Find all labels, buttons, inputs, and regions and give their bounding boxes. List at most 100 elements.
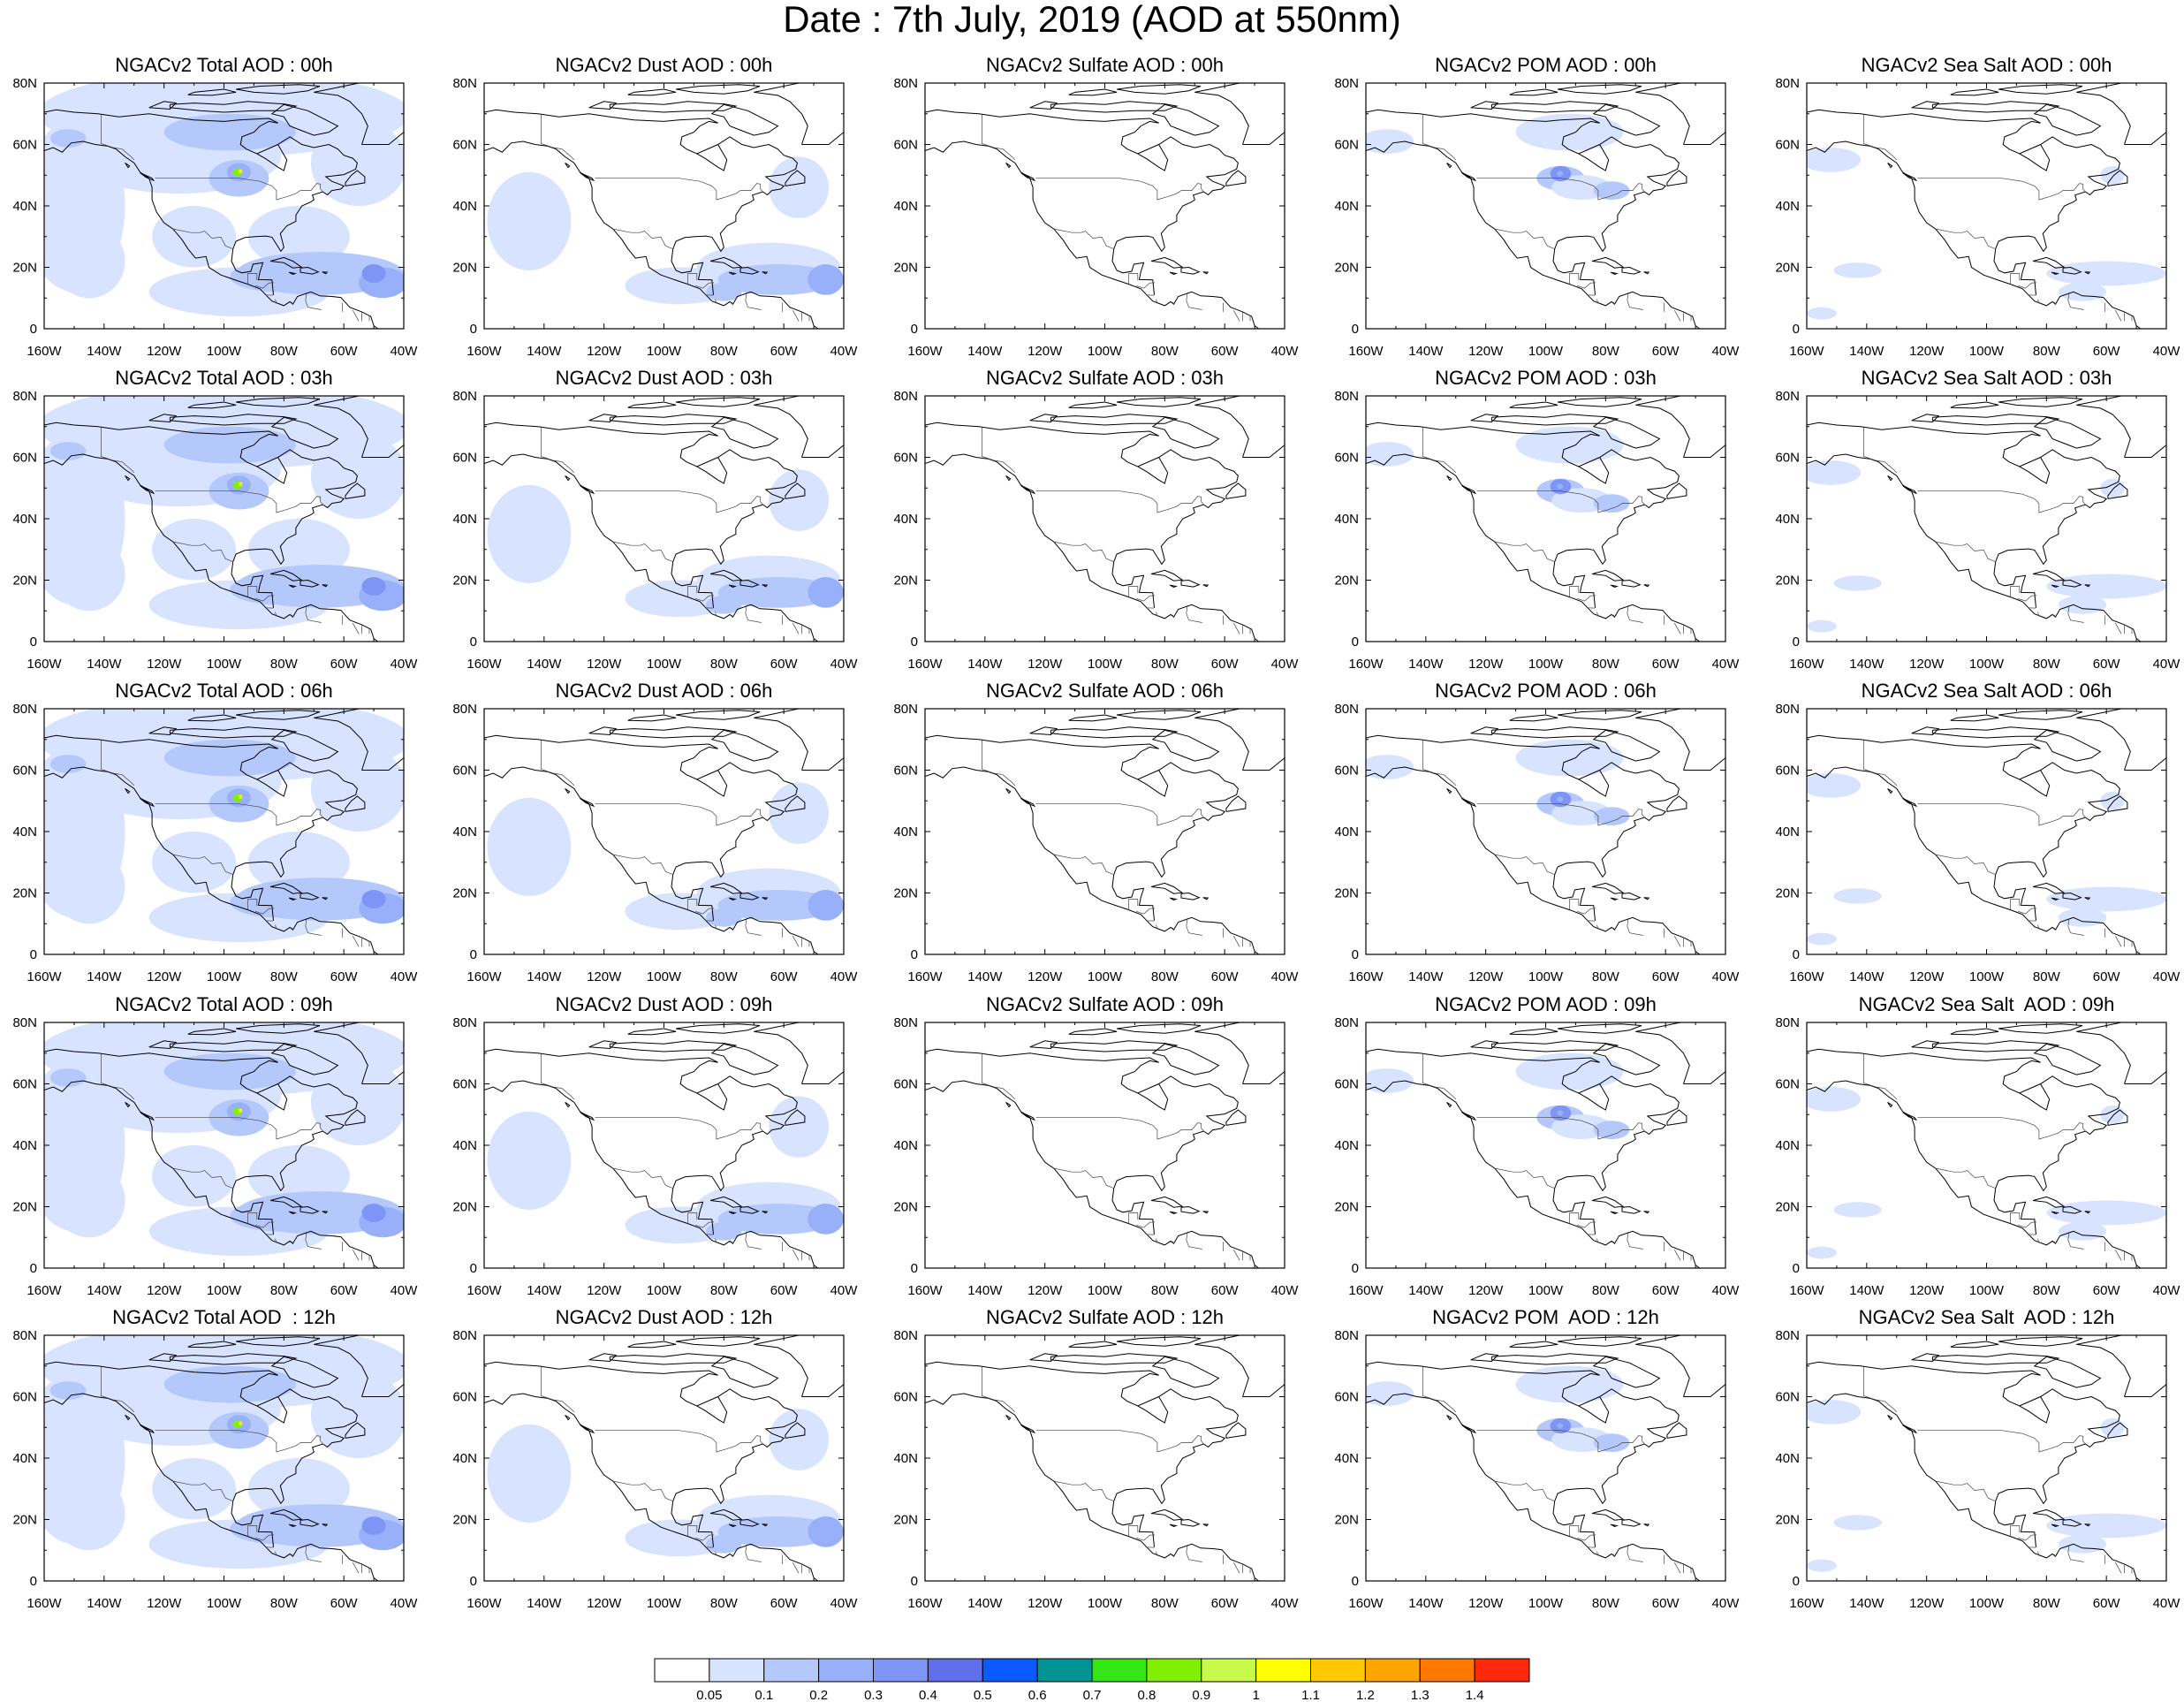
aod-region bbox=[1807, 1086, 1862, 1112]
map-plot: 160W 140W 120W 100W 80W 60W 40W 0 20N 40N 60N 80N bbox=[1775, 1015, 2180, 1298]
lon-tick-label: 100W bbox=[1088, 969, 1123, 984]
map-frame bbox=[924, 82, 1285, 330]
lat-tick-label: 20N bbox=[452, 886, 477, 901]
aod-region bbox=[808, 264, 844, 295]
aod-region bbox=[239, 794, 243, 799]
aod-field bbox=[1366, 1365, 1630, 1453]
lat-tick-label: 0 bbox=[30, 322, 37, 337]
lon-tick-label: 120W bbox=[1909, 969, 1945, 984]
colorbar-swatch bbox=[1419, 1658, 1475, 1683]
lon-tick-label: 80W bbox=[710, 657, 739, 672]
aod-region bbox=[163, 739, 296, 777]
aod-region bbox=[2046, 261, 2166, 286]
lon-tick-label: 100W bbox=[207, 344, 242, 359]
lat-tick-label: 80N bbox=[1334, 1015, 1359, 1030]
colorbar-swatch bbox=[818, 1658, 874, 1683]
lon-tick-label: 80W bbox=[1592, 1283, 1620, 1298]
lon-tick-label: 120W bbox=[587, 969, 622, 984]
lon-tick-label: 100W bbox=[1969, 969, 2005, 984]
aod-field bbox=[44, 1335, 404, 1569]
aod-region bbox=[1833, 1202, 1882, 1218]
aod-region bbox=[1366, 1068, 1414, 1093]
map-plot: 160W 140W 120W 100W 80W 60W 40W 0 20N 40N 60N 80N bbox=[1775, 1328, 2180, 1611]
coastline bbox=[1807, 83, 2166, 329]
aod-region bbox=[1593, 1121, 1630, 1140]
lon-tick-label: 80W bbox=[710, 344, 739, 359]
map-plot: 160W 140W 120W 100W 80W 60W 40W 0 20N 40N 60N 80N bbox=[12, 1015, 419, 1298]
aod-region bbox=[239, 482, 243, 486]
lon-tick-label: 120W bbox=[1468, 1596, 1504, 1611]
aod-region bbox=[717, 1516, 838, 1547]
lon-tick-label: 100W bbox=[207, 1596, 242, 1611]
lon-tick-label: 80W bbox=[2033, 1283, 2061, 1298]
lon-tick-label: 60W bbox=[330, 1283, 359, 1298]
aod-region bbox=[2058, 908, 2107, 927]
aod-region bbox=[247, 1145, 350, 1207]
lat-tick-label: 0 bbox=[1793, 634, 1800, 650]
country-borders bbox=[541, 114, 810, 322]
colorbar-label: 0.05 bbox=[696, 1688, 722, 1702]
country-borders bbox=[101, 1053, 370, 1261]
aod-colorbar: 0.05 0.1 0.2 0.3 0.4 0.5 0.6 0.7 0.8 0.9 1 1.1 1.2 1.… bbox=[654, 1658, 1531, 1702]
aod-region bbox=[1366, 755, 1414, 779]
lon-tick-label: 60W bbox=[1652, 657, 1680, 672]
lon-tick-label: 80W bbox=[1151, 657, 1179, 672]
lat-tick-label: 80N bbox=[452, 76, 477, 91]
coastline bbox=[1366, 83, 1725, 329]
lat-tick-label: 40N bbox=[452, 1451, 477, 1466]
aod-region bbox=[808, 1204, 844, 1235]
lon-tick-label: 40W bbox=[1271, 1596, 1300, 1611]
aod-region bbox=[361, 890, 386, 908]
lat-tick-label: 0 bbox=[30, 1574, 37, 1589]
lat-tick-label: 80N bbox=[452, 389, 477, 404]
lon-tick-label: 160W bbox=[907, 969, 943, 984]
map-panel: NGACv2 POM AOD : 09h 160W 140W 120W 100W 80W 6… bbox=[1322, 994, 1740, 1299]
lat-tick-label: 20N bbox=[1334, 1513, 1359, 1528]
lon-tick-label: 160W bbox=[466, 657, 502, 672]
map-plot: 160W 140W 120W 100W 80W 60W 40W 0 20N 40N 60N 80N bbox=[452, 702, 859, 984]
colorbar-swatch bbox=[1474, 1658, 1530, 1683]
lon-tick-label: 160W bbox=[1348, 344, 1384, 359]
lat-tick-label: 80N bbox=[1775, 1015, 1800, 1030]
colorbar-label: 0.6 bbox=[1028, 1688, 1047, 1702]
aod-region bbox=[49, 1381, 87, 1400]
lon-tick-label: 60W bbox=[1652, 1596, 1680, 1611]
lat-tick-label: 40N bbox=[893, 199, 918, 214]
lat-tick-label: 80N bbox=[1775, 1328, 1800, 1343]
coastline bbox=[44, 1022, 404, 1268]
aod-region bbox=[361, 264, 386, 283]
lon-tick-label: 60W bbox=[1652, 344, 1680, 359]
colorbar-swatch bbox=[927, 1658, 983, 1683]
aod-region bbox=[152, 1145, 237, 1207]
lon-tick-label: 40W bbox=[830, 969, 859, 984]
colorbar-label: 1.1 bbox=[1301, 1688, 1320, 1702]
aod-region bbox=[152, 1458, 237, 1520]
lon-tick-label: 120W bbox=[1028, 969, 1063, 984]
lon-tick-label: 60W bbox=[770, 657, 799, 672]
country-borders bbox=[541, 1053, 810, 1261]
aod-region bbox=[2058, 282, 2107, 301]
aod-region bbox=[1593, 1433, 1630, 1453]
aod-region bbox=[49, 755, 87, 773]
lat-tick-label: 60N bbox=[452, 1390, 477, 1405]
lat-tick-label: 80N bbox=[12, 1015, 37, 1030]
country-borders bbox=[1422, 1366, 1692, 1574]
lon-tick-label: 160W bbox=[27, 1596, 62, 1611]
map-panel: NGACv2 Dust AOD : 00h 160W 140W 120W 100W 80W… bbox=[440, 55, 858, 360]
aod-region bbox=[1515, 113, 1624, 151]
coastline bbox=[1807, 1335, 2166, 1581]
lat-tick-label: 60N bbox=[452, 138, 477, 153]
aod-region bbox=[361, 577, 386, 596]
lon-tick-label: 60W bbox=[770, 969, 799, 984]
aod-region bbox=[53, 849, 125, 924]
coastline bbox=[925, 1335, 1285, 1581]
lon-tick-label: 40W bbox=[391, 1283, 419, 1298]
lon-tick-label: 160W bbox=[27, 344, 62, 359]
aod-region bbox=[2100, 1105, 2125, 1124]
lat-tick-label: 80N bbox=[452, 1328, 477, 1343]
aod-field bbox=[1366, 739, 1630, 826]
lat-tick-label: 80N bbox=[12, 76, 37, 91]
aod-region bbox=[361, 1516, 386, 1535]
country-borders bbox=[1863, 1053, 2133, 1261]
lat-tick-label: 20N bbox=[12, 886, 37, 901]
